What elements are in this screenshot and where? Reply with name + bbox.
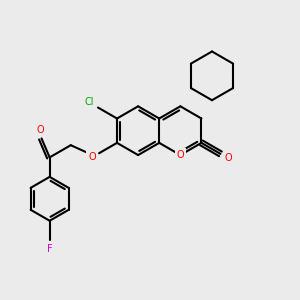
Text: O: O bbox=[224, 153, 232, 163]
Text: Cl: Cl bbox=[84, 97, 94, 107]
Text: O: O bbox=[88, 152, 96, 162]
Text: O: O bbox=[176, 150, 184, 160]
Text: F: F bbox=[47, 244, 52, 254]
Text: O: O bbox=[36, 125, 44, 135]
